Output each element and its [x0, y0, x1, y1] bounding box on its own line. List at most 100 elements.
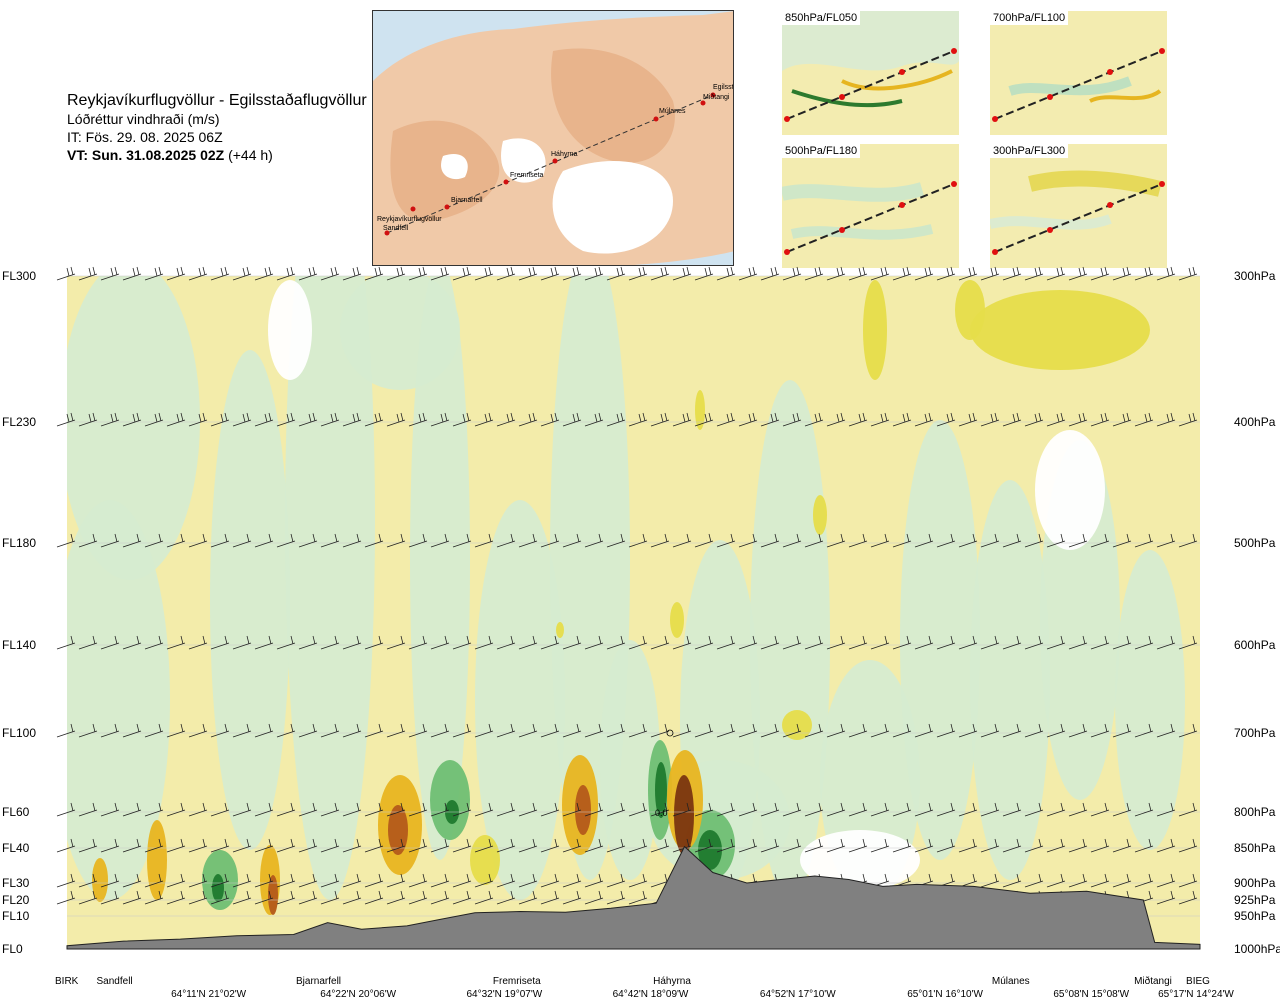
wind-barb [848, 266, 868, 281]
wind-barb [782, 635, 802, 650]
wind-barb [584, 635, 604, 650]
wind-barb [232, 873, 252, 888]
wind-barb [892, 533, 912, 548]
wind-barb [738, 533, 758, 548]
wind-barb [936, 266, 956, 281]
wind-barb [562, 873, 582, 888]
wind-barb [386, 802, 406, 817]
wind-barb [980, 533, 1000, 548]
waypoint-label: BIEG [1186, 976, 1210, 987]
wind-barb [430, 802, 450, 817]
wind-barb [364, 838, 384, 853]
waypoint-label: Múlanes [992, 976, 1030, 987]
field-contour-18 [1035, 430, 1105, 550]
thumbnail-label: 300hPa/FL300 [990, 144, 1069, 158]
wind-barb [958, 412, 978, 427]
thumbnail-700hpa[interactable]: 700hPa/FL100 [990, 11, 1167, 135]
wind-barb [892, 723, 912, 738]
wind-barb [760, 533, 780, 548]
wind-barb [518, 533, 538, 548]
wind-barb [606, 873, 626, 888]
wind-barb [672, 802, 692, 817]
wind-barb [540, 838, 560, 853]
field-contour-3 [285, 276, 375, 900]
wind-barb [364, 533, 384, 548]
wind-barb [122, 802, 142, 817]
wind-barb [672, 266, 692, 281]
wind-barb [1068, 266, 1088, 281]
wind-barb [1024, 412, 1044, 427]
wind-barb [276, 533, 296, 548]
wind-barb [144, 412, 164, 427]
wind-barb [628, 890, 648, 905]
wind-barb [1002, 873, 1022, 888]
wind-barb [1046, 635, 1066, 650]
wind-barb [782, 802, 802, 817]
wind-barb [56, 412, 76, 427]
wind-barb [496, 412, 516, 427]
wind-barb [56, 266, 76, 281]
wind-barb [672, 838, 692, 853]
wind-barb [364, 266, 384, 281]
wind-barb [298, 802, 318, 817]
wind-barb [474, 412, 494, 427]
wind-barb [760, 723, 780, 738]
wind-barb [936, 802, 956, 817]
wind-barb [870, 635, 890, 650]
map-label-egilsst: Egilsst [713, 84, 734, 91]
wind-barb [738, 838, 758, 853]
wind-barb [56, 838, 76, 853]
flight-level-label: FL180 [2, 536, 36, 550]
wind-barb [1046, 838, 1066, 853]
wind-barb [56, 723, 76, 738]
wind-barb [1090, 412, 1110, 427]
wind-barb [936, 838, 956, 853]
wind-barb [628, 266, 648, 281]
field-contour-41 [556, 622, 564, 638]
wind-barb [672, 723, 692, 738]
wind-barb [144, 802, 164, 817]
wind-barb [826, 635, 846, 650]
wind-barb [1002, 802, 1022, 817]
wind-barb [980, 266, 1000, 281]
wind-barb [78, 723, 98, 738]
wind-barb [1112, 533, 1132, 548]
field-contour-2 [210, 350, 290, 850]
thumbnail-500hpa[interactable]: 500hPa/FL180 [782, 144, 959, 268]
wind-barb [320, 412, 340, 427]
wind-barb [78, 873, 98, 888]
wind-barb [826, 533, 846, 548]
thumbnail-label: 500hPa/FL180 [782, 144, 861, 158]
wind-barb [936, 533, 956, 548]
wind-barb [826, 802, 846, 817]
wind-barb [584, 412, 604, 427]
x-axis-labels: BIRK Sandfell Bjarnarfell Fremriseta Háhyrna… [55, 975, 1234, 1000]
terrain-profile: 0.0 [66, 729, 1201, 950]
thumbnail-300hpa[interactable]: 300hPa/FL300 [990, 144, 1167, 268]
wind-barb [144, 635, 164, 650]
wind-barb [1112, 838, 1132, 853]
wind-barb [1046, 802, 1066, 817]
wind-barb [1156, 838, 1176, 853]
wind-barb [1068, 723, 1088, 738]
wind-barb [584, 873, 604, 888]
wind-barb [452, 412, 472, 427]
wind-barb [100, 802, 120, 817]
wind-barb [518, 266, 538, 281]
wind-barb [254, 890, 274, 905]
wind-barb [342, 723, 362, 738]
wind-barb [892, 412, 912, 427]
wind-barb [1134, 635, 1154, 650]
wind-barb [518, 635, 538, 650]
thumbnail-850hpa[interactable]: 850hPa/FL050 [782, 11, 959, 135]
field-contour-44 [575, 785, 591, 835]
wind-barb [804, 802, 824, 817]
wind-barb [1112, 873, 1132, 888]
wind-barb [650, 802, 670, 817]
wind-barb [210, 890, 230, 905]
wind-barb [188, 873, 208, 888]
wind-barb [210, 873, 230, 888]
waypoint-label: Miðtangi [1134, 975, 1172, 987]
wind-barb [1002, 412, 1022, 427]
wind-barb [298, 873, 318, 888]
